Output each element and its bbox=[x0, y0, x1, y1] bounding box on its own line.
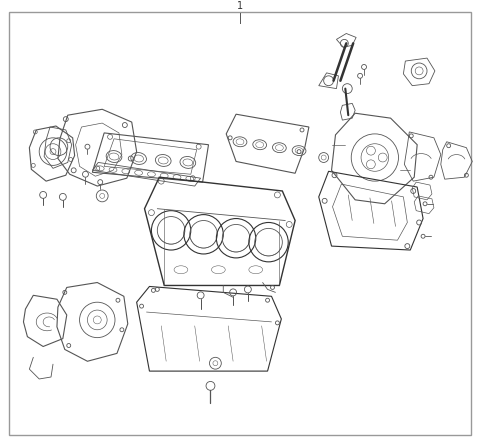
Text: 1: 1 bbox=[237, 1, 243, 11]
